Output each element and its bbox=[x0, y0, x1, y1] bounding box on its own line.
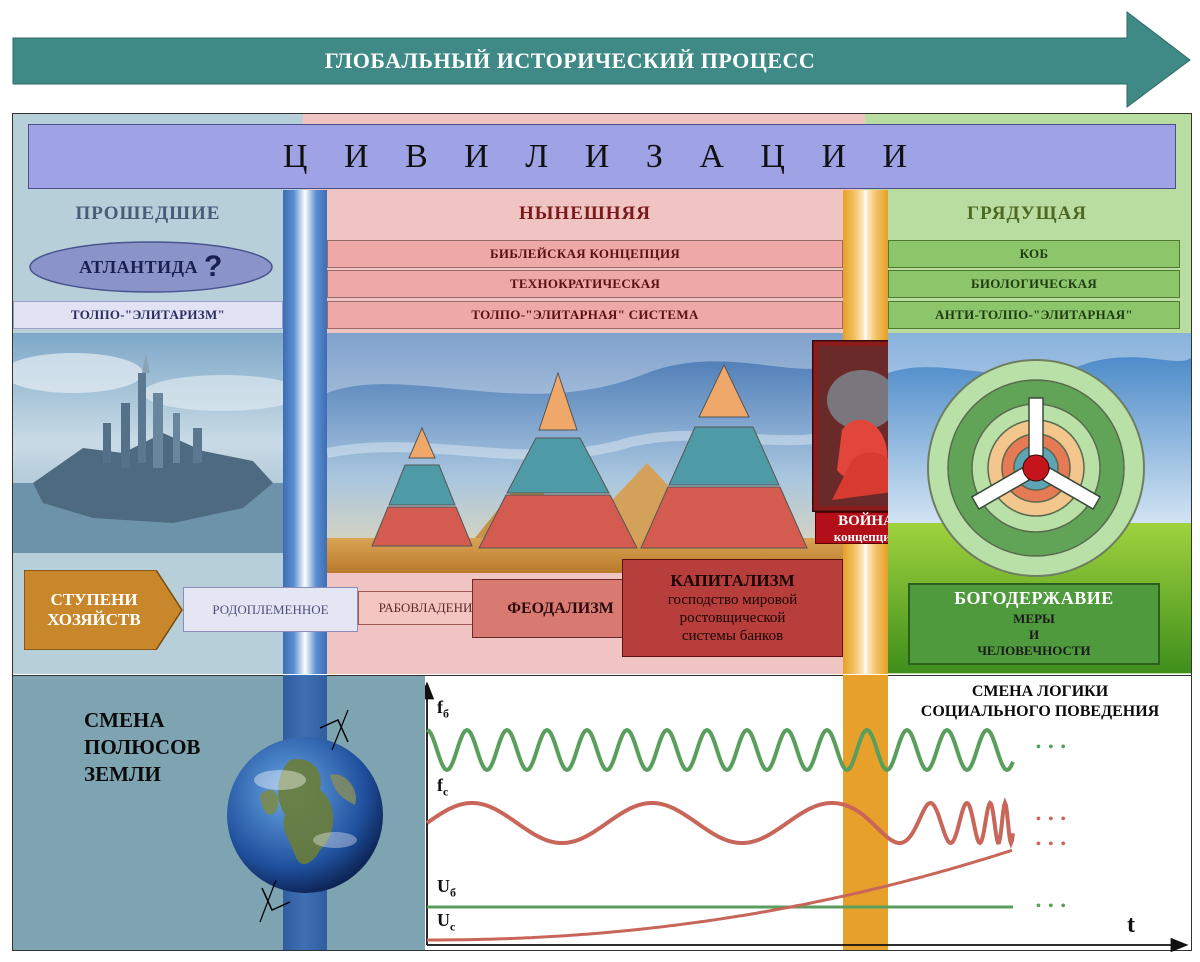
atlantis-city-image bbox=[13, 333, 283, 553]
capitalism-title: КАПИТАЛИЗМ bbox=[670, 571, 795, 590]
fc-curve bbox=[425, 797, 1015, 849]
fc-label: fс bbox=[437, 775, 449, 799]
stages-label: СТУПЕНИ ХОЗЯЙСТВ bbox=[24, 570, 164, 650]
war-caption-line1: ВОЙНА bbox=[838, 513, 894, 529]
stages-label-arrow bbox=[24, 570, 183, 650]
future-row-anti-elite: АНТИ-ТОЛПО-"ЭЛИТАРНАЯ" bbox=[888, 301, 1180, 329]
theocracy-title: БОГОДЕРЖАВИЕ bbox=[954, 587, 1114, 608]
theocracy-line1: МЕРЫ bbox=[1013, 611, 1055, 626]
small-pyramid bbox=[371, 426, 473, 547]
fb-curve bbox=[426, 727, 1015, 773]
page-title: ГЛОБАЛЬНЫЙ ИСТОРИЧЕСКИЙ ПРОЦЕСС bbox=[324, 48, 816, 73]
uc-label: Uс bbox=[437, 910, 456, 934]
stage-tribal: РОДОПЛЕМЕННОЕ bbox=[183, 587, 358, 632]
civilizations-band: Ц И В И Л И З А Ц И И bbox=[28, 124, 1176, 189]
poles-line3: ЗЕМЛИ bbox=[84, 762, 161, 786]
future-title: ГРЯДУЩАЯ bbox=[966, 203, 1088, 224]
capitalism-line2: ростовщической bbox=[679, 610, 786, 626]
theocracy-box: БОГОДЕРЖАВИЕ МЕРЫ И ЧЕЛОВЕЧНОСТИ bbox=[908, 583, 1160, 665]
present-row-technocratic: ТЕХНОКРАТИЧЕСКАЯ bbox=[327, 270, 843, 298]
fb-continuation-dots: • • • bbox=[1036, 740, 1068, 755]
logic-line1: СМЕНА ЛОГИКИ bbox=[971, 683, 1109, 700]
capitalism-line3: системы банков bbox=[681, 628, 784, 644]
war-caption-line2: концепций bbox=[833, 529, 899, 544]
logic-line2: СОЦИАЛЬНОГО ПОВЕДЕНИЯ bbox=[920, 703, 1160, 720]
medium-pyramid bbox=[478, 371, 638, 549]
uc-curve bbox=[427, 848, 1013, 942]
atlantis-ellipse bbox=[29, 241, 273, 293]
large-pyramid bbox=[640, 363, 808, 549]
t-label: t bbox=[1127, 912, 1135, 938]
future-row-biological: БИОЛОГИЧЕСКАЯ bbox=[888, 270, 1180, 298]
header-arrow bbox=[12, 10, 1191, 108]
stage-capitalism: КАПИТАЛИЗМ господство мировой ростовщиче… bbox=[622, 559, 843, 657]
war-stripe-bottom bbox=[843, 675, 888, 950]
poles-line2: ПОЛЮСОВ bbox=[84, 735, 201, 759]
stages-label-line2: ХОЗЯЙСТВ bbox=[47, 610, 141, 629]
present-row-crowd-elite: ТОЛПО-"ЭЛИТАРНАЯ" СИСТЕМА bbox=[327, 301, 843, 329]
theocracy-line3: ЧЕЛОВЕЧНОСТИ bbox=[977, 643, 1091, 658]
main-frame bbox=[12, 113, 1192, 951]
question-mark: ? bbox=[204, 250, 223, 283]
present-row-biblical: БИБЛЕЙСКАЯ КОНЦЕПЦИЯ bbox=[327, 240, 843, 268]
atlantis-label: АТЛАНТИДА ? bbox=[28, 240, 274, 294]
ub-continuation-dots: • • • bbox=[1036, 899, 1068, 914]
ub-label: Uб bbox=[437, 876, 456, 900]
behavior-graph bbox=[425, 681, 1189, 953]
theocracy-line2: И bbox=[1028, 627, 1040, 642]
fc-continuation-dots-2: • • • bbox=[1036, 837, 1068, 852]
wheel-symbol bbox=[927, 359, 1145, 577]
poles-line1: СМЕНА bbox=[84, 708, 165, 732]
logic-change-label: СМЕНА ЛОГИКИ СОЦИАЛЬНОГО ПОВЕДЕНИЯ bbox=[890, 682, 1190, 722]
past-system-label: ТОЛПО-"ЭЛИТАРИЗМ" bbox=[13, 301, 283, 329]
fb-label: fб bbox=[437, 697, 449, 721]
earth-globe bbox=[227, 709, 383, 923]
atlantis-text: АТЛАНТИДА bbox=[79, 256, 198, 277]
future-row-kob: КОБ bbox=[888, 240, 1180, 268]
present-title: НЫНЕШНЯЯ bbox=[519, 203, 651, 224]
pyramids-scene bbox=[327, 333, 843, 573]
poles-label: СМЕНА ПОЛЮСОВ ЗЕМЛИ bbox=[84, 707, 200, 788]
capitalism-line1: господство мировой bbox=[667, 592, 798, 608]
stages-label-line1: СТУПЕНИ bbox=[50, 590, 138, 609]
fc-continuation-dots-1: • • • bbox=[1036, 812, 1068, 827]
past-title: ПРОШЕДШИЕ bbox=[75, 203, 221, 224]
